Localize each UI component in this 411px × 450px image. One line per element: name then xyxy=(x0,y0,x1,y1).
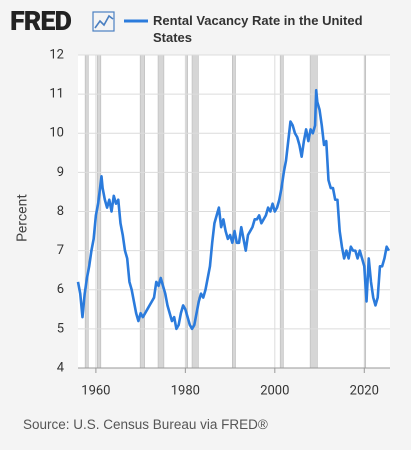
legend-label: Rental Vacancy Rate in the United States xyxy=(153,13,363,45)
y-axis-label: Percent xyxy=(15,194,31,242)
logo-icon xyxy=(92,11,115,32)
x-tick-label: 1960 xyxy=(81,383,110,398)
x-tick-label: 2000 xyxy=(260,383,289,398)
y-tick-label: 4 xyxy=(57,360,65,375)
x-tick-label: 1980 xyxy=(171,383,200,398)
y-tick-label: 12 xyxy=(49,47,64,62)
source-note: Source: U.S. Census Bureau via FRED® xyxy=(23,417,268,432)
y-tick-label: 7 xyxy=(57,243,64,258)
y-tick-label: 10 xyxy=(49,126,64,141)
data-line xyxy=(76,88,391,331)
x-tick-label: 2020 xyxy=(350,383,379,398)
y-tick-label: 9 xyxy=(57,165,64,180)
y-tick-label: 8 xyxy=(57,204,64,219)
y-tick-label: 11 xyxy=(49,87,64,102)
logo: FRED xyxy=(10,5,71,37)
y-tick-label: 5 xyxy=(57,321,64,336)
y-tick-label: 6 xyxy=(57,282,64,297)
